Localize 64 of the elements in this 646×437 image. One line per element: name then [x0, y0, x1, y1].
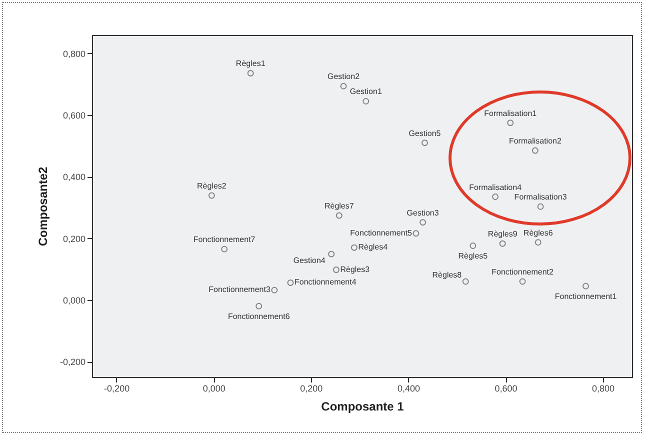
x-tick-label: 0,200	[300, 384, 323, 394]
point	[499, 240, 506, 247]
point	[462, 278, 469, 285]
point	[532, 147, 538, 154]
annotation: Gestion3	[406, 208, 440, 218]
point	[507, 120, 514, 126]
annotation: Gestion5	[408, 128, 442, 138]
x-tick-label: -0,200	[104, 384, 130, 394]
y-tick-label: 0,400	[62, 172, 86, 182]
x-tick-label: 0,600	[494, 384, 518, 394]
x-axis-title: Composante 1	[321, 400, 404, 414]
point	[412, 230, 420, 237]
point	[271, 286, 278, 294]
point	[470, 242, 476, 249]
annotation: Règles8	[432, 270, 462, 280]
y-axis-title: Composante2	[36, 166, 50, 246]
point	[534, 239, 542, 246]
annotation: Règles7	[324, 202, 354, 211]
point	[336, 212, 342, 219]
annotation: Gestion4	[293, 256, 326, 266]
annotation: Fonctionnement3	[208, 285, 271, 294]
annotation: Fonctionnement2	[492, 267, 554, 276]
point	[247, 70, 254, 76]
annotation: Formalisation3	[514, 192, 568, 202]
point	[208, 192, 215, 199]
point	[332, 266, 340, 274]
annotation: Formalisation1	[484, 108, 538, 118]
point	[256, 302, 262, 310]
annotation: Formalisation2	[508, 136, 562, 146]
annotation: Fonctionnement6	[228, 312, 290, 322]
x-tick-label: 0,800	[592, 384, 615, 394]
point	[422, 140, 428, 146]
annotation: Fonctionnement4	[294, 278, 357, 287]
y-tick-label: 0,600	[62, 110, 86, 121]
point	[582, 282, 590, 290]
annotation: Gestion2	[328, 72, 360, 82]
point	[287, 279, 294, 286]
annotation: Règles5	[458, 252, 488, 261]
annotation: Règles4	[358, 242, 388, 252]
point	[340, 82, 347, 90]
point	[362, 98, 370, 104]
point	[221, 246, 228, 252]
point	[537, 203, 544, 210]
annotation: Règles3	[340, 264, 370, 274]
annotation: Formalisation4	[469, 182, 522, 192]
y-tick-label: 0,800	[62, 48, 86, 59]
y-tick-label: -0,200	[60, 357, 86, 368]
annotation: Règles2	[196, 182, 227, 191]
annotation: Règles1	[236, 59, 266, 68]
annotation: Fonctionnement7	[193, 235, 256, 244]
x-tick-label: 0,000	[202, 384, 226, 394]
point	[420, 219, 426, 226]
annotation: Fonctionnement1	[554, 292, 618, 302]
annotation: Règles6	[523, 228, 554, 238]
annotation: Gestion1	[350, 87, 382, 96]
point	[350, 244, 358, 251]
y-tick-label: 0,000	[62, 295, 86, 306]
annotation: Fonctionnement5	[350, 228, 413, 238]
x-tick-label: 0,400	[397, 384, 420, 394]
point	[328, 250, 335, 258]
point	[492, 194, 499, 200]
point	[519, 278, 526, 285]
annotation: Règles9	[488, 230, 518, 239]
y-tick-label: 0,200	[62, 234, 86, 244]
